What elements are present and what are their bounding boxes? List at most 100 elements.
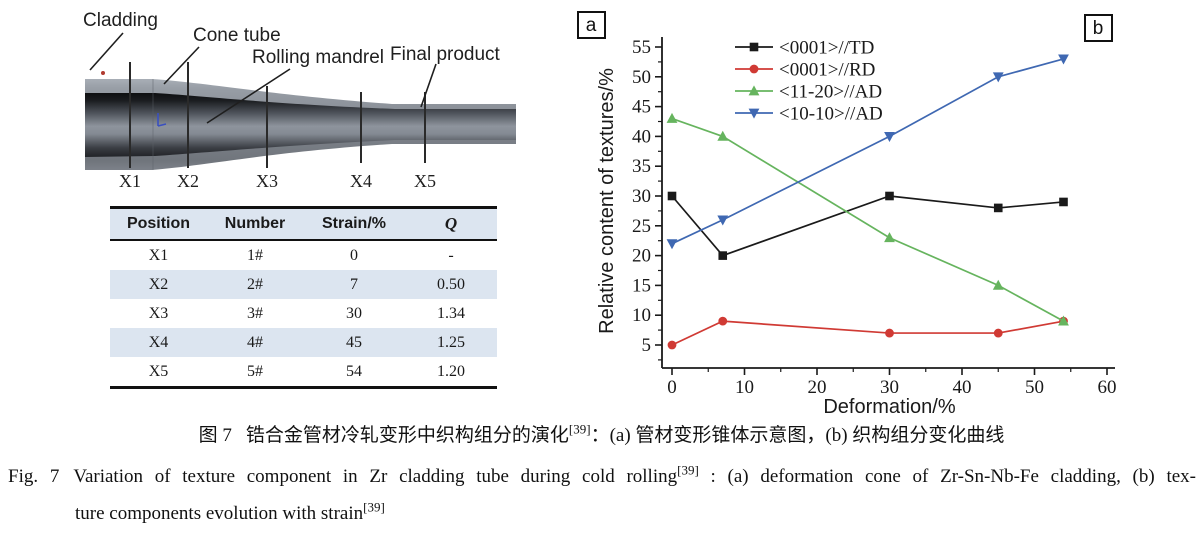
final-product-label: Final product	[390, 44, 501, 65]
table-header-row: Position Number Strain/% Q	[110, 207, 497, 241]
data-point	[667, 340, 677, 350]
y-tick-label: 20	[632, 246, 651, 267]
marker-label-x3: X3	[256, 171, 278, 191]
caption-zh-reference: [39]	[568, 421, 591, 437]
y-tick-label: 45	[632, 97, 651, 118]
x-tick-label: 10	[735, 377, 754, 398]
cone-tube-label: Cone tube	[193, 25, 281, 46]
caption-zh-fig-label: 图 7	[198, 425, 232, 446]
table-cell: X5	[148, 362, 169, 380]
legend-marker	[749, 42, 759, 52]
caption-en-reference-1: [39]	[677, 462, 699, 478]
data-point	[992, 72, 1004, 83]
cad-red-dot	[101, 71, 105, 75]
caption-zh-rest: ：(a) 管材变形锥体示意图，(b) 织构组分变化曲线	[590, 425, 1005, 446]
table-cell: 0.50	[437, 275, 465, 293]
y-tick-label: 10	[632, 305, 651, 326]
rolling-mandrel-leader	[206, 68, 291, 124]
table-row: X4 4# 45 1.25	[110, 328, 497, 357]
table-cell: 54	[346, 362, 362, 380]
table-cell: X4	[148, 333, 169, 351]
x-tick-label: 0	[667, 377, 677, 398]
deformation-cone-diagram: X1 X2 X3 X4 X5 Cladding Cone tube Rollin…	[83, 10, 606, 191]
caption-en-fig-label: Fig. 7	[8, 466, 60, 487]
legend-label: <10-10>//AD	[779, 104, 883, 125]
cone-tube-bore	[85, 93, 516, 157]
table-cell: 45	[346, 333, 362, 351]
legend-marker	[749, 64, 759, 74]
panel-b-tag-box	[1084, 14, 1113, 42]
data-point	[718, 251, 728, 260]
data-point	[992, 279, 1004, 290]
y-tick-label: 15	[632, 275, 651, 296]
y-tick-label: 5	[642, 335, 652, 356]
table-cell: 1.34	[437, 304, 465, 322]
panel-b-tag-letter: b	[1093, 18, 1104, 39]
caption-en-line2-main: ture components evolution with strain	[75, 503, 364, 524]
legend-marker	[748, 85, 760, 96]
series-line	[671, 195, 1064, 257]
x-tick-label: 50	[1025, 377, 1044, 398]
y-tick-label: 30	[632, 186, 651, 207]
table-cell: 30	[346, 304, 362, 322]
table-row: X1 1# 0 -	[110, 240, 497, 270]
x-tick-label: 30	[880, 377, 899, 398]
marker-label-x4: X4	[350, 171, 372, 191]
cladding-leader	[89, 32, 124, 71]
data-point	[1058, 54, 1069, 65]
panel-a-tag: a	[577, 11, 606, 39]
caption-en-rest: : (a) deformation cone of Zr-Sn-Nb-Fe cl…	[698, 466, 1196, 487]
caption-chinese: 图 7 锆合金管材冷轧变形中织构组分的演化[39]：(a) 管材变形锥体示意图，(…	[0, 420, 1203, 447]
legend-label: <11-20>//AD	[779, 82, 882, 103]
panel-a-tag-letter: a	[586, 15, 597, 36]
table-cell: 0	[350, 246, 358, 264]
texture-evolution-chart: 5 10 15 20 25 30 35 40 45 50 55 0 10 20 30 40 50 60 Deform…	[596, 14, 1117, 418]
cladding-label: Cladding	[83, 10, 158, 31]
cad-origin-marker	[157, 113, 167, 127]
table-row: X3 3# 30 1.34	[110, 299, 497, 328]
panel-a-tag-box	[577, 11, 606, 39]
data-point	[993, 203, 1003, 213]
table-cell: X3	[148, 304, 169, 322]
series-line	[671, 320, 1064, 346]
data-point	[666, 239, 678, 250]
data-point	[717, 215, 729, 226]
x-tick-label: 40	[953, 377, 972, 398]
legend-label: <0001>//TD	[779, 38, 874, 59]
table-header: Position Number Strain/% Q	[110, 207, 497, 241]
caption-en-reference-2: [39]	[363, 499, 385, 515]
y-tick-label: 50	[632, 67, 651, 88]
marker-label-x2: X2	[177, 171, 199, 191]
table-cell: 1#	[247, 246, 263, 264]
table-row: X5 5# 54 1.20	[110, 357, 497, 388]
x-tick-label: 20	[808, 377, 827, 398]
table-body: X1 1# 0 - X2 2# 7 0.50 X3 3# 30 1.34 X4 4# 45 1.25 X5 5# 5…	[110, 240, 497, 388]
caption-en-main: Variation of texture component in Zr cla…	[73, 466, 678, 487]
data-point	[885, 328, 894, 338]
series-line	[671, 117, 1064, 322]
y-tick-label: 40	[632, 126, 651, 147]
position-strain-table: Position Number Strain/% Q X1 1# 0- X2 2# 7 0.50 X…	[110, 206, 497, 389]
caption-english-line2: ture components evolution with strain[39…	[75, 499, 1203, 525]
y-axis-title: Relative content of textures/%	[596, 68, 618, 334]
callouts: Cladding Cone tube Rolling mandrel Final…	[83, 10, 501, 124]
table-cell: 4#	[247, 333, 263, 351]
table-cell: 3#	[247, 304, 263, 322]
table-cell: -	[448, 246, 454, 264]
rolling-mandrel-label: Rolling mandrel	[252, 47, 384, 68]
data-point	[885, 191, 894, 201]
data-point	[1059, 197, 1068, 207]
data-point	[717, 130, 729, 141]
y-tick-label: 55	[632, 37, 651, 58]
table-column-header: Q	[405, 207, 497, 241]
legend-marker	[748, 108, 760, 119]
table-cell: X2	[148, 275, 169, 293]
marker-label-x5: X5	[414, 171, 436, 191]
data-point	[884, 132, 895, 142]
y-tick-label: 35	[632, 156, 651, 177]
final-product-leader	[420, 63, 437, 108]
caption-zh-main: 锆合金管材冷轧变形中织构组分的演化	[245, 425, 569, 446]
data-point	[1058, 315, 1069, 326]
legend-label: <0001>//RD	[779, 60, 875, 81]
